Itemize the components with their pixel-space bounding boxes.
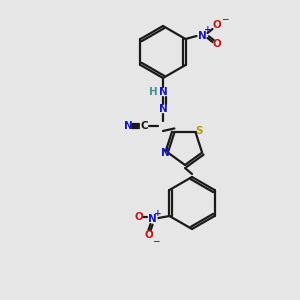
Text: O: O bbox=[134, 212, 143, 222]
Text: S: S bbox=[195, 126, 202, 136]
Text: O: O bbox=[144, 230, 153, 240]
Text: N: N bbox=[159, 87, 167, 97]
Text: −: − bbox=[221, 16, 228, 25]
Text: H: H bbox=[148, 87, 158, 97]
Text: C: C bbox=[140, 121, 148, 131]
Text: N: N bbox=[160, 148, 169, 158]
Text: N: N bbox=[159, 104, 167, 114]
Text: −: − bbox=[152, 236, 159, 245]
Text: O: O bbox=[212, 39, 221, 49]
Text: O: O bbox=[212, 20, 221, 30]
Text: +: + bbox=[154, 208, 161, 217]
Text: N: N bbox=[124, 121, 132, 131]
Text: N: N bbox=[198, 31, 207, 41]
Text: N: N bbox=[148, 214, 157, 224]
Text: +: + bbox=[204, 26, 211, 34]
